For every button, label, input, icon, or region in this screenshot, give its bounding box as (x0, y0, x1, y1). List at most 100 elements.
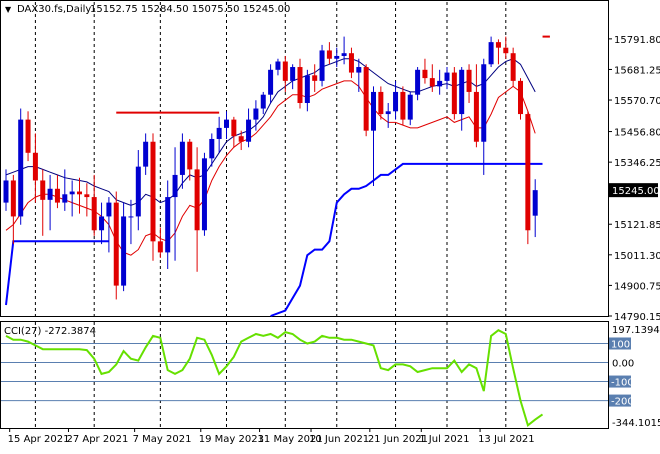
candle-body (422, 69, 428, 79)
candle-body (326, 50, 332, 59)
candle-body (282, 61, 288, 81)
trailing-stop-line (270, 162, 543, 317)
candle-body (503, 47, 509, 54)
price-tick-label: 15791.80 (614, 35, 660, 46)
candle-body (69, 191, 75, 195)
candle-body (113, 202, 119, 286)
candle-body (356, 67, 362, 73)
candle-body (25, 119, 31, 153)
candle-body (481, 64, 487, 142)
price-axis: 15791.80 15681.25 15570.70 15456.80 15346.25… (608, 35, 660, 323)
candle-body (62, 194, 68, 203)
candle-body (150, 141, 156, 242)
candle-body (459, 69, 465, 115)
candle-body (231, 119, 237, 137)
candle-body (363, 67, 369, 131)
time-tick-label: 13 Jul 2021 (478, 434, 535, 445)
time-tick-label: 21 Jun 2021 (368, 434, 428, 445)
time-tick-label: 1 Jul 2021 (419, 434, 469, 445)
candle-body (415, 69, 421, 95)
cci-polyline (5, 329, 544, 427)
candle-body (10, 180, 16, 217)
current-price-label: 15245.00 (612, 186, 660, 197)
candle-body (172, 174, 178, 198)
candle-body (91, 197, 97, 231)
candle-body (54, 188, 60, 203)
candle-body (510, 53, 516, 81)
price-tick-label: 15570.70 (614, 96, 660, 107)
candle-body (348, 53, 354, 73)
candle-body (84, 194, 90, 198)
candle-body (99, 216, 105, 231)
candle-body (473, 91, 479, 142)
candle-body (135, 166, 141, 217)
candle-body (216, 127, 222, 139)
candle-body (106, 202, 112, 217)
price-tick-label: 15121.85 (614, 220, 660, 231)
time-tick-label: 10 Jun 2021 (309, 434, 369, 445)
candle-body (297, 67, 303, 104)
candle-body (407, 94, 413, 120)
cci-level-label: 0.00 (612, 359, 634, 370)
cci-top-label: 197.1394 (612, 325, 660, 336)
price-tick-label: 15011.30 (614, 251, 660, 262)
candle-body (444, 72, 450, 81)
candle-body (525, 114, 531, 231)
candle-body (466, 69, 472, 92)
candle-body (201, 158, 207, 231)
candle-body (341, 53, 347, 56)
candle-body (179, 141, 185, 175)
candle-body (495, 42, 501, 48)
time-tick-label: 27 Apr 2021 (66, 434, 128, 445)
current-price-tag (609, 183, 658, 198)
candle-body (275, 61, 281, 70)
candle-body (187, 141, 193, 170)
symbol-label: DAX30.fs,Daily (17, 4, 91, 15)
candle-body (40, 180, 46, 200)
cci-label: CCI(27) -272.3874 (4, 326, 96, 337)
cci-axis: 197.1394 -344.1015 100 0.00 -100 -200 (609, 325, 660, 429)
cci-level-label: -200 (611, 397, 634, 408)
price-tick-label: 14900.75 (614, 281, 660, 292)
candle-body (400, 91, 406, 120)
candle-body (488, 42, 494, 65)
candle-body (165, 197, 171, 253)
candle-body (268, 69, 274, 95)
candle-body (77, 191, 82, 195)
candle-body (451, 72, 457, 115)
candle-body (32, 152, 38, 181)
candle-body (143, 141, 149, 167)
candle-body (157, 241, 163, 253)
candle-body (3, 180, 9, 203)
time-tick-label: 31 May 2021 (258, 434, 323, 445)
dropdown-triangle-icon[interactable]: ▼ (5, 5, 12, 14)
cci-level-tag (609, 394, 631, 407)
cci-level-label: -100 (611, 378, 634, 389)
price-tick-label: 15456.80 (614, 128, 660, 139)
ohlc-values: 15152.75 15284.50 15075.50 15245.00 (90, 4, 290, 15)
candle-body (238, 136, 244, 142)
candle-body (128, 216, 134, 218)
candle-body (393, 91, 399, 112)
candle-body (194, 169, 200, 231)
cci-bottom-label: -344.1015 (612, 418, 660, 429)
candle-body (18, 119, 24, 217)
candle-body (319, 50, 325, 81)
candle-body (371, 91, 376, 131)
cci-panel (0, 321, 609, 429)
cci-level-tag (609, 337, 631, 350)
candle-body (378, 91, 384, 115)
candle-body (47, 188, 53, 200)
cci-level-tag (609, 375, 631, 388)
time-tick-label: 7 May 2021 (133, 434, 192, 445)
candle-body (437, 80, 443, 87)
cci-level-label: 100 (611, 339, 630, 350)
candle-body (532, 190, 538, 216)
candle-body (209, 138, 215, 159)
candle-body (518, 80, 523, 115)
candles (3, 36, 538, 300)
cci-line (5, 329, 544, 427)
